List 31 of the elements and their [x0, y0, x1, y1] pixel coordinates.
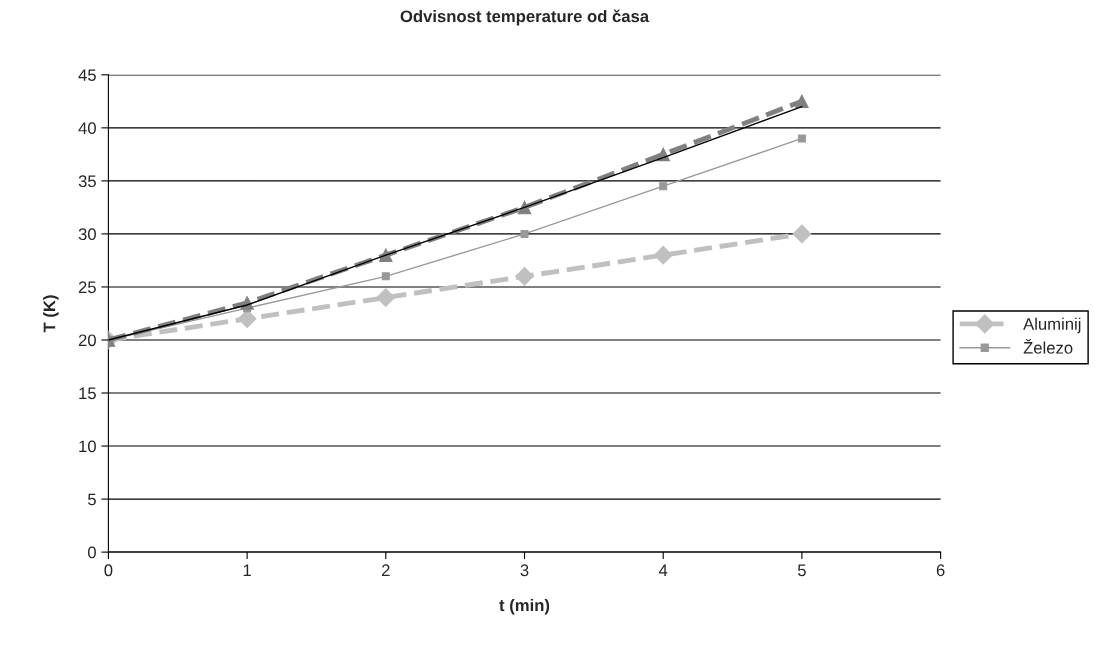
point: [237, 309, 257, 329]
x-tick-label: 3: [520, 564, 529, 577]
point: [515, 266, 534, 286]
point: [797, 134, 806, 143]
point: [792, 224, 812, 244]
point: [376, 288, 396, 307]
y-tick-label: 35: [78, 175, 96, 188]
x-tick-label: 6: [936, 564, 945, 577]
x-tick-label: 0: [104, 564, 113, 577]
y-tick-label: 10: [79, 440, 96, 453]
point: [795, 94, 809, 109]
y-tick-label: 30: [78, 228, 96, 241]
y-tick-label: 25: [78, 281, 96, 294]
y-tick-label: 15: [79, 387, 96, 400]
legend-label: Železo: [1023, 339, 1073, 354]
y-tick-label: 45: [78, 69, 96, 82]
point: [653, 245, 673, 265]
y-tick-label: 40: [78, 122, 96, 135]
x-tick-label: 4: [658, 564, 668, 576]
x-axis-title: t (min): [499, 598, 550, 615]
y-tick-label: 0: [87, 546, 96, 559]
point: [659, 182, 668, 191]
y-axis-title: T (K): [43, 295, 59, 333]
x-tick-label: 5: [797, 564, 806, 577]
chart-title: Odvisnost temperature od časa: [400, 9, 650, 26]
y-tick-label: 20: [78, 334, 96, 347]
x-tick-label: 2: [382, 564, 390, 576]
legend-label: Aluminij: [1023, 317, 1081, 334]
x-tick-label: 1: [243, 564, 251, 576]
y-tick-label: 5: [88, 493, 96, 506]
point: [381, 272, 390, 281]
